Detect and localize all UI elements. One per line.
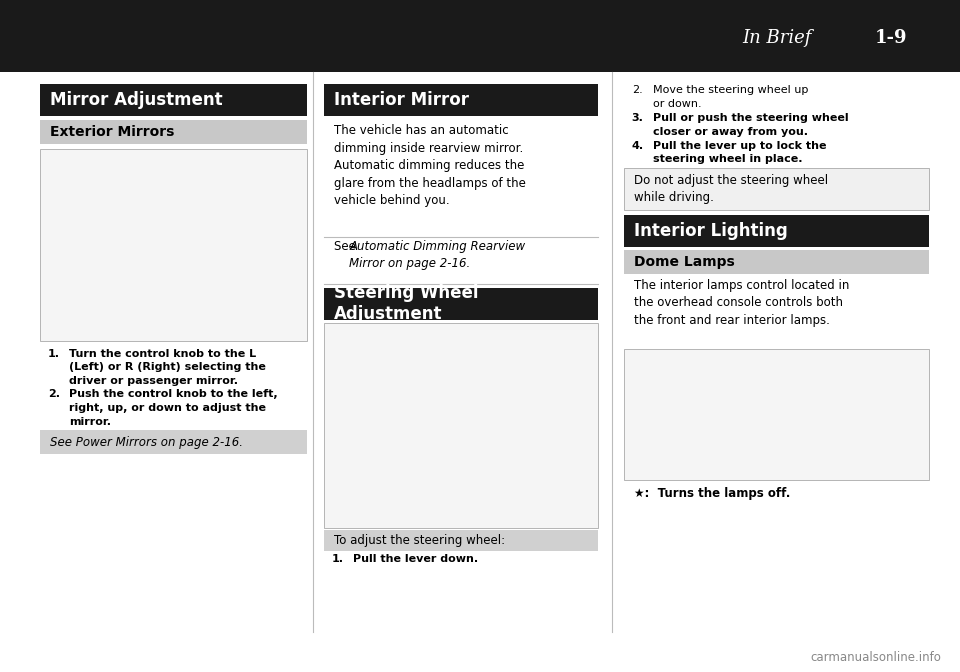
Text: The interior lamps control located in
the overhead console controls both
the fro: The interior lamps control located in th… <box>634 279 849 327</box>
Bar <box>624 250 929 274</box>
Text: Turn the control knob to the L
(Left) or R (Right) selecting the
driver or passe: Turn the control knob to the L (Left) or… <box>69 349 266 386</box>
Text: carmanualsonline.info: carmanualsonline.info <box>810 651 941 664</box>
Text: See Power Mirrors on page 2-16.: See Power Mirrors on page 2-16. <box>50 435 243 448</box>
Bar <box>40 149 307 341</box>
Bar <box>0 0 960 72</box>
Text: 1-9: 1-9 <box>875 29 907 46</box>
Text: 1.: 1. <box>332 554 345 564</box>
Text: The vehicle has an automatic
dimming inside rearview mirror.
Automatic dimming r: The vehicle has an automatic dimming ins… <box>334 124 526 208</box>
Text: Push the control knob to the left,
right, up, or down to adjust the
mirror.: Push the control knob to the left, right… <box>69 389 277 427</box>
Text: Pull or push the steering wheel
closer or away from you.: Pull or push the steering wheel closer o… <box>653 113 849 136</box>
Text: Mirror Adjustment: Mirror Adjustment <box>50 91 223 109</box>
Text: Steering Wheel
Adjustment: Steering Wheel Adjustment <box>334 284 479 323</box>
Text: Dome Lamps: Dome Lamps <box>634 255 734 269</box>
Text: See: See <box>334 240 360 253</box>
Bar <box>624 214 929 247</box>
Bar <box>324 323 598 528</box>
Bar <box>40 430 307 454</box>
Bar <box>324 288 598 320</box>
Text: Automatic Dimming Rearview
Mirror on page 2-16.: Automatic Dimming Rearview Mirror on pag… <box>349 240 525 270</box>
Bar <box>624 349 929 480</box>
Text: Exterior Mirrors: Exterior Mirrors <box>50 125 175 139</box>
Bar <box>40 84 307 116</box>
Text: 2.: 2. <box>632 85 642 95</box>
Text: Interior Mirror: Interior Mirror <box>334 91 469 109</box>
Text: Interior Lighting: Interior Lighting <box>634 222 787 240</box>
Text: In Brief: In Brief <box>742 29 811 46</box>
Bar <box>624 168 929 210</box>
Text: Pull the lever down.: Pull the lever down. <box>353 554 478 564</box>
Text: Move the steering wheel up
or down.: Move the steering wheel up or down. <box>653 85 808 109</box>
Text: 2.: 2. <box>48 389 60 399</box>
Text: Pull the lever up to lock the
steering wheel in place.: Pull the lever up to lock the steering w… <box>653 140 827 164</box>
Text: To adjust the steering wheel:: To adjust the steering wheel: <box>334 534 505 547</box>
Bar <box>324 84 598 116</box>
Text: Do not adjust the steering wheel
while driving.: Do not adjust the steering wheel while d… <box>634 174 828 204</box>
Text: 1.: 1. <box>48 349 60 359</box>
Text: 4.: 4. <box>632 140 644 151</box>
Bar <box>324 530 598 552</box>
Text: ★:  Turns the lamps off.: ★: Turns the lamps off. <box>634 487 790 499</box>
Bar <box>40 120 307 144</box>
Text: 3.: 3. <box>632 113 643 123</box>
